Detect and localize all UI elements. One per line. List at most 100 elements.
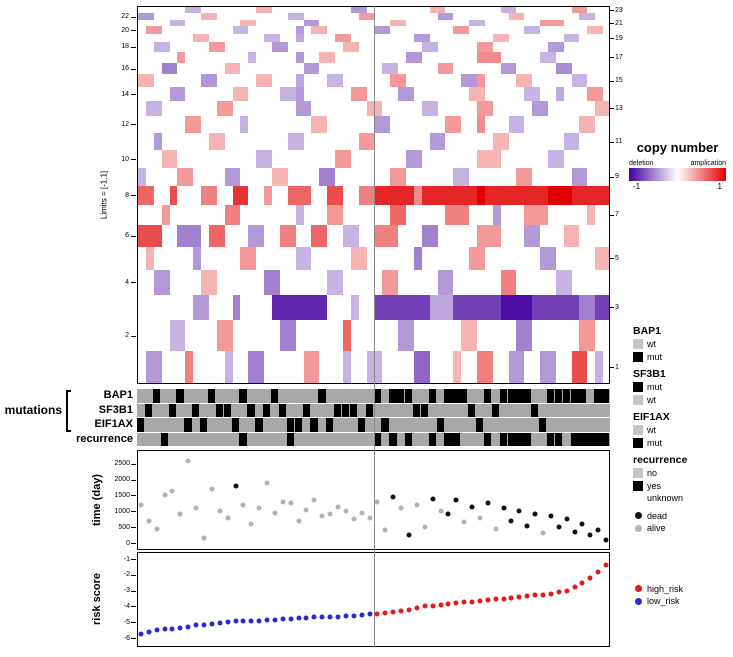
heatmap-right-tick-label: 19 [615, 34, 623, 42]
risk-point [311, 614, 317, 620]
cnv-segment [319, 52, 336, 63]
heatmap-left-tick [131, 124, 136, 126]
cnv-segment [508, 351, 525, 383]
mutation-cell [271, 389, 279, 403]
time-point [367, 515, 373, 521]
risk-point [209, 621, 215, 627]
legend-item-label: alive [647, 523, 666, 534]
legend-item-label: dead [647, 510, 668, 521]
cnv-segment [390, 167, 407, 186]
cnv-segment [476, 41, 493, 53]
mutation-cell [357, 418, 365, 432]
cnv-segment [508, 13, 525, 20]
risk-tick-label: -6 [123, 634, 130, 642]
cnv-segment [524, 204, 548, 225]
mutation-cell [460, 389, 468, 403]
legend-dot-swatch [634, 585, 642, 593]
cnv-segment [224, 62, 241, 75]
mutation-cell [507, 389, 515, 403]
heatmap-right-tick [610, 57, 614, 59]
cnv-segment [161, 62, 178, 75]
cnv-segment [587, 87, 604, 102]
time-tick [131, 511, 136, 513]
risk-point [603, 562, 609, 568]
heatmap-left-tick [131, 159, 136, 161]
cnv-segment [524, 224, 541, 247]
legend-group-title: BAP1 [633, 325, 662, 337]
mutation-cell [278, 403, 287, 417]
heatmap-right-tick-label: 3 [615, 303, 619, 311]
risk-tick-label: -4 [123, 602, 130, 610]
risk-point [343, 613, 349, 619]
cnv-segment [201, 13, 217, 20]
time-point [556, 524, 562, 530]
mutation-cell [570, 432, 578, 446]
mutation-cell [381, 418, 389, 432]
cnv-segment [224, 167, 241, 186]
legend-groups: BAP1 wt mut SF3B1 mut wt EIF1AX wt mut recurrence… [633, 325, 731, 613]
heatmap-right-tick-label: 5 [615, 254, 619, 262]
legend-group: BAP1 wt mut [633, 325, 731, 363]
cnv-segment [287, 133, 304, 151]
cnv-segment [429, 7, 446, 14]
risk-point [351, 613, 357, 619]
heatmap-right-tick [610, 307, 614, 309]
cnv-segment [303, 19, 320, 27]
time-point [477, 515, 483, 521]
cnv-segment [145, 101, 162, 116]
cnv-segment [492, 204, 501, 225]
cnv-segment [208, 41, 225, 53]
time-point [335, 504, 341, 510]
mutation-cell [341, 403, 350, 417]
cnv-segment [169, 19, 186, 27]
risk-point [382, 610, 388, 616]
time-point [240, 502, 246, 508]
cnv-segment [342, 351, 351, 383]
cnv-segment [532, 101, 548, 116]
risk-point [516, 594, 522, 600]
mutation-cell [176, 389, 184, 403]
cnv-segment [264, 34, 280, 42]
cnv-segment [138, 185, 154, 205]
mutation-cell [452, 432, 460, 446]
legend-item-label: no [647, 468, 658, 479]
heatmap-right-tick-label: 17 [615, 53, 623, 61]
cnv-segment [382, 270, 399, 295]
risk-tick-label: -5 [123, 618, 130, 626]
mutation-cell [428, 389, 436, 403]
legend-item: mut [633, 351, 731, 364]
cnv-segment [161, 204, 170, 225]
risk-point [272, 617, 278, 623]
heatmap-left-tick-label: 16 [121, 65, 129, 73]
cnv-segment [240, 246, 257, 271]
legend-box-swatch [633, 394, 643, 405]
time-point [154, 526, 160, 532]
time-point [296, 518, 302, 524]
cnv-segment [555, 87, 564, 102]
time-point [595, 527, 601, 533]
legend-box-swatch [633, 493, 643, 504]
cnv-segment [508, 115, 525, 133]
risk-point [264, 617, 270, 623]
heatmap-left-tick-label: 14 [121, 90, 129, 98]
cnv-segment [169, 87, 186, 102]
mutation-cell [286, 432, 295, 446]
heatmap-left-tick [131, 235, 136, 237]
time-point [508, 518, 514, 524]
mutation-cell [499, 389, 507, 403]
heatmap-left-tick [131, 335, 136, 337]
mutation-cell [499, 432, 507, 446]
cnv-segment [342, 224, 359, 247]
cnv-segment [571, 74, 588, 88]
mutation-cell [602, 389, 610, 403]
mutation-cell [373, 432, 381, 446]
mutation-cell [523, 432, 531, 446]
cnv-segment [374, 224, 399, 247]
legend-item-label: yes [647, 480, 662, 491]
cnv-segment [406, 150, 422, 168]
time-point [572, 529, 578, 535]
mutation-cell [137, 418, 145, 432]
cnv-segment [279, 224, 296, 247]
time-point [564, 516, 570, 522]
cnv-segment [406, 52, 422, 63]
